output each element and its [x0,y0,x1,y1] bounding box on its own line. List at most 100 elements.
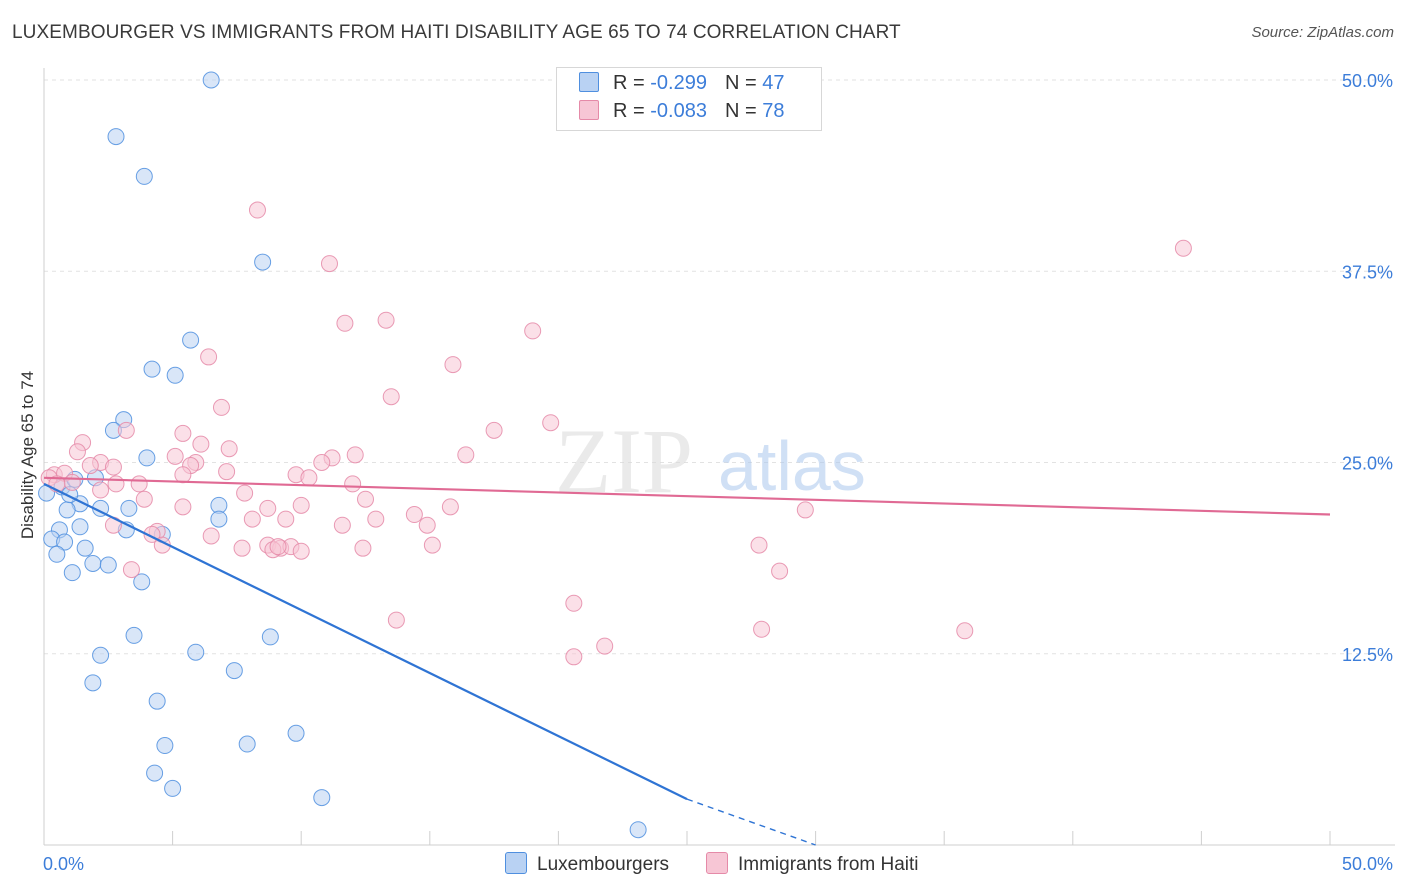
y-tick-label: 25.0% [1342,454,1393,474]
haiti-point [485,421,503,439]
haiti-point [212,398,230,416]
haiti-point [248,201,266,219]
haiti-point [333,516,351,534]
luxembourger-point [182,331,200,349]
luxembourger-point [138,449,156,467]
luxembourger-point [125,626,143,644]
haiti-point [596,637,614,655]
legend-r-value: -0.299 [650,72,707,94]
legend-swatch-luxembourgers [505,852,527,874]
haiti-point [382,388,400,406]
luxembourger-point [92,646,110,664]
haiti-point [405,506,423,524]
haiti-point [1174,239,1192,257]
haiti-point [457,446,475,464]
legend-row-luxembourgers: R = -0.299 N = 47 [579,72,784,98]
haiti-point [418,516,436,534]
luxembourger-trend-extension [686,798,816,846]
haiti-point [336,314,354,332]
luxembourger-point [156,737,174,755]
haiti-point [441,498,459,516]
haiti-point [320,255,338,273]
haiti-point [277,510,295,528]
legend-item-luxembourgers: Luxembourgers [505,852,669,876]
y-tick-label: 37.5% [1342,262,1393,282]
haiti-point [565,648,583,666]
chart-title: LUXEMBOURGER VS IMMIGRANTS FROM HAITI DI… [12,22,901,43]
luxembourger-point [84,674,102,692]
haiti-point [292,542,310,560]
luxembourger-point [146,764,164,782]
legend-row-haiti: R = -0.083 N = 78 [579,100,784,126]
legend-n-value: 78 [762,100,785,122]
haiti-point [354,539,372,557]
legend-r-label: R = [613,72,651,94]
legend-label: Luxembourgers [537,854,670,875]
luxembourger-point [58,501,76,519]
luxembourger-point [629,821,647,839]
haiti-point [565,594,583,612]
haiti-point [174,424,192,442]
haiti-point [292,496,310,514]
y-tick-label: 50.0% [1342,71,1393,91]
luxembourger-point [287,724,305,742]
y-axis-label: Disability Age 65 to 74 [18,370,37,540]
haiti-point [135,490,153,508]
luxembourger-point [313,789,331,807]
haiti-point [796,501,814,519]
luxembourger-point [238,735,256,753]
legend-item-haiti: Immigrants from Haiti [706,852,919,876]
haiti-point [68,443,86,461]
watermark-atlas: atlas [718,427,866,505]
haiti-point [956,622,974,640]
haiti-point [202,527,220,545]
legend-label: Immigrants from Haiti [738,854,919,875]
haiti-point [357,490,374,508]
luxembourger-point [202,71,220,89]
haiti-point [444,356,462,374]
haiti-point [300,469,318,487]
haiti-point [313,454,331,471]
correlation-legend: R = -0.299 N = 47 R = -0.083 N = 78 [556,67,822,131]
haiti-point [771,562,789,580]
legend-n-value: 47 [762,72,785,94]
series-legend: Luxembourgers Immigrants from Haiti [0,852,1406,878]
points-layer [38,71,1192,839]
haiti-point [218,463,236,481]
haiti-point [236,484,254,502]
legend-swatch-haiti [579,100,599,120]
luxembourger-point [48,545,66,563]
luxembourger-point [76,539,94,557]
haiti-point [117,421,135,439]
haiti-point [130,475,148,493]
luxembourger-point [210,510,228,528]
luxembourger-point [164,779,182,797]
legend-r-value: -0.083 [650,100,707,122]
grid-layer [44,79,1395,655]
haiti-point [166,447,184,465]
x-tick-label: 0.0% [43,854,84,874]
haiti-point [243,510,261,528]
luxembourger-point [107,128,125,146]
haiti-point [344,475,362,493]
haiti-point [220,440,238,458]
legend-n-label: N = [724,100,763,122]
source-label: Source: ZipAtlas.com [1251,24,1394,41]
legend-r-label: R = [613,100,651,122]
haiti-point [346,446,364,464]
luxembourger-trend-line [43,482,688,801]
x-tick-label: 50.0% [1342,854,1393,874]
haiti-point [367,510,385,528]
haiti-point [200,348,218,366]
haiti-point [107,475,125,493]
luxembourger-point [261,628,279,646]
haiti-point [542,414,560,432]
luxembourger-point [166,366,184,384]
haiti-point [387,611,405,629]
luxembourger-point [148,692,166,710]
luxembourger-point [120,499,138,517]
luxembourger-point [254,253,272,271]
luxembourger-point [71,518,89,536]
haiti-point [269,538,287,556]
